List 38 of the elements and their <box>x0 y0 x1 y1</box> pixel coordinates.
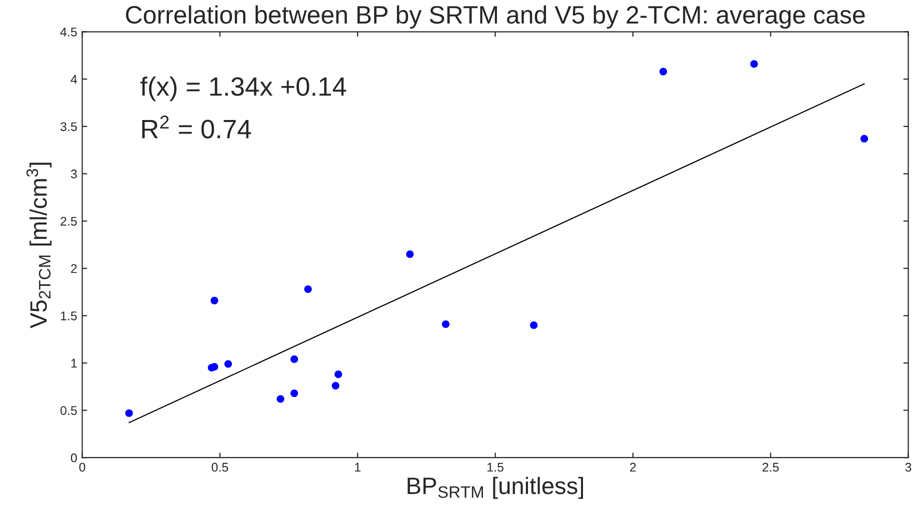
point <box>290 355 298 363</box>
point <box>304 285 312 293</box>
y-tick-label: 1.5 <box>60 312 77 320</box>
y-tick-label: 1 <box>71 358 77 368</box>
point <box>125 409 133 417</box>
point <box>530 321 538 329</box>
annotation: R$^{2}$ = 0.74 <box>142 116 251 138</box>
annotation: f(x) = 1.34x +0.14 <box>140 76 346 102</box>
y-tick-label: 0 <box>70 453 77 462</box>
x-axis-title: BP$_{SRTM}$ [unitless] <box>408 476 583 499</box>
y-axis-title: V5$_{2TCM}$ [ml/cm$^{3}$] <box>26 162 52 328</box>
x-tick-label: 1.5 <box>488 462 504 472</box>
point <box>332 382 340 390</box>
point <box>210 296 218 304</box>
x-tick-label: 2.5 <box>762 462 779 472</box>
y-tick-label: 3 <box>70 170 77 178</box>
point <box>224 360 232 368</box>
point <box>659 68 668 76</box>
x-tick-label: 0 <box>79 462 86 472</box>
point <box>860 134 868 143</box>
x-tick-label: 0.5 <box>212 462 228 472</box>
point <box>406 250 414 258</box>
point <box>334 370 342 378</box>
point <box>276 395 284 403</box>
y-tick-label: 2 <box>71 264 77 273</box>
y-tick-label: 0.5 <box>60 406 77 415</box>
y-tick-label: 4.5 <box>60 28 77 36</box>
point <box>290 389 298 398</box>
x-tick-label: 3 <box>905 462 912 472</box>
y-tick-label: 2.5 <box>60 216 77 226</box>
point <box>442 320 450 328</box>
x-tick-label: 2 <box>630 462 636 472</box>
y-tick-label: 3.5 <box>60 122 77 132</box>
chart-title: Correlation between BP by SRTM and V5 by 2-TCM: average case <box>126 5 865 29</box>
point <box>750 60 758 68</box>
x-tick-label: 1 <box>355 462 360 472</box>
point <box>210 362 218 371</box>
y-tick-label: 4 <box>70 75 78 84</box>
